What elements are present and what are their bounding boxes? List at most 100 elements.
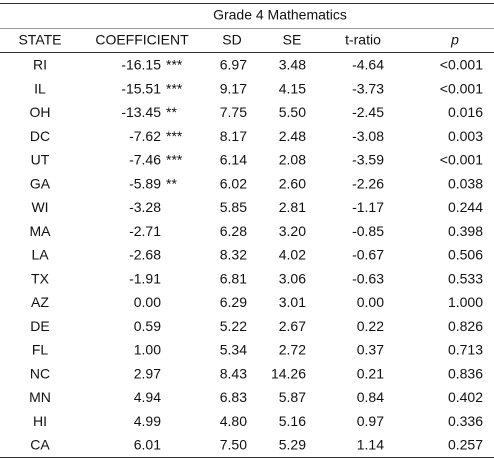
state-cell: NC xyxy=(30,365,50,381)
t-ratio-cell: -3.08 xyxy=(352,128,384,144)
p-value-cell: 0.826 xyxy=(448,318,483,334)
coefficient-cell: 0.59 xyxy=(134,318,161,334)
se-cell: 3.48 xyxy=(279,57,306,73)
coefficient-cell: 0.00 xyxy=(134,294,161,310)
t-ratio-cell: -0.85 xyxy=(352,223,384,239)
se-cell: 14.26 xyxy=(271,365,306,381)
state-cell: IL xyxy=(34,80,46,96)
p-value-cell: 0.336 xyxy=(448,413,483,429)
coefficient-cell: -7.46 xyxy=(129,152,161,168)
p-value-cell: 0.257 xyxy=(448,437,483,453)
t-ratio-cell: -2.45 xyxy=(352,104,384,120)
coefficient-cell: -2.68 xyxy=(129,247,161,263)
p-value-cell: 0.713 xyxy=(448,342,483,358)
p-value-cell: 0.506 xyxy=(448,247,483,263)
sd-cell: 6.29 xyxy=(220,294,247,310)
p-value-cell: 1.000 xyxy=(448,294,483,310)
state-cell: MA xyxy=(30,223,52,239)
coefficient-cell: -16.15 xyxy=(121,57,161,73)
significance-stars: ** xyxy=(166,104,177,120)
p-value-cell: 0.038 xyxy=(448,175,483,191)
state-cell: RI xyxy=(33,57,47,73)
se-cell: 2.67 xyxy=(279,318,306,334)
t-ratio-cell: 0.84 xyxy=(357,389,384,405)
coefficient-cell: 4.94 xyxy=(134,389,161,405)
t-ratio-cell: -3.59 xyxy=(352,152,384,168)
t-ratio-cell: -0.67 xyxy=(352,247,384,263)
state-cell: UT xyxy=(31,152,50,168)
coefficient-cell: 4.99 xyxy=(134,413,161,429)
state-cell: LA xyxy=(31,247,49,263)
coefficient-cell: -7.62 xyxy=(129,128,161,144)
column-header: t-ratio xyxy=(345,32,381,48)
t-ratio-cell: -2.26 xyxy=(352,175,384,191)
se-cell: 2.60 xyxy=(279,175,306,191)
state-cell: DC xyxy=(30,128,50,144)
sd-cell: 6.02 xyxy=(220,175,247,191)
p-value-cell: 0.016 xyxy=(448,104,483,120)
sd-cell: 5.34 xyxy=(220,342,247,358)
se-cell: 3.20 xyxy=(279,223,306,239)
se-cell: 2.08 xyxy=(279,152,306,168)
column-header: COEFFICIENT xyxy=(95,32,189,48)
coefficient-cell: -15.51 xyxy=(121,80,161,96)
p-value-cell: 0.003 xyxy=(448,128,483,144)
column-header: STATE xyxy=(18,32,61,48)
se-cell: 4.15 xyxy=(279,80,306,96)
p-value-cell: 0.836 xyxy=(448,365,483,381)
se-cell: 5.29 xyxy=(279,437,306,453)
coefficient-cell: -3.28 xyxy=(129,199,161,215)
sd-cell: 7.50 xyxy=(220,437,247,453)
table-title: Grade 4 Mathematics xyxy=(213,7,347,23)
p-value-cell: 0.402 xyxy=(448,389,483,405)
p-value-cell: <0.001 xyxy=(440,57,483,73)
state-cell: CA xyxy=(30,437,50,453)
sd-cell: 5.22 xyxy=(220,318,247,334)
column-header: SE xyxy=(283,32,302,48)
t-ratio-cell: 1.14 xyxy=(357,437,384,453)
p-value-cell: <0.001 xyxy=(440,80,483,96)
state-cell: GA xyxy=(30,175,51,191)
coefficient-cell: -5.89 xyxy=(129,175,161,191)
sd-cell: 6.81 xyxy=(220,270,247,286)
sd-cell: 6.14 xyxy=(220,152,247,168)
significance-stars: *** xyxy=(166,80,183,96)
significance-stars: ** xyxy=(166,175,177,191)
t-ratio-cell: 0.22 xyxy=(357,318,384,334)
sd-cell: 8.43 xyxy=(220,365,247,381)
se-cell: 2.81 xyxy=(279,199,306,215)
column-header: p xyxy=(450,32,459,48)
t-ratio-cell: 0.00 xyxy=(357,294,384,310)
coefficient-cell: -1.91 xyxy=(129,270,161,286)
t-ratio-cell: -3.73 xyxy=(352,80,384,96)
se-cell: 4.02 xyxy=(279,247,306,263)
se-cell: 2.48 xyxy=(279,128,306,144)
p-value-cell: 0.244 xyxy=(448,199,483,215)
p-value-cell: <0.001 xyxy=(440,152,483,168)
state-cell: OH xyxy=(30,104,51,120)
coefficient-cell: -2.71 xyxy=(129,223,161,239)
sd-cell: 6.97 xyxy=(220,57,247,73)
state-cell: AZ xyxy=(31,294,49,310)
significance-stars: *** xyxy=(166,152,183,168)
p-value-cell: 0.533 xyxy=(448,270,483,286)
sd-cell: 9.17 xyxy=(220,80,247,96)
t-ratio-cell: 0.37 xyxy=(357,342,384,358)
se-cell: 5.50 xyxy=(279,104,306,120)
sd-cell: 4.80 xyxy=(220,413,247,429)
sd-cell: 8.32 xyxy=(220,247,247,263)
significance-stars: *** xyxy=(166,57,183,73)
sd-cell: 6.28 xyxy=(220,223,247,239)
sd-cell: 5.85 xyxy=(220,199,247,215)
t-ratio-cell: -1.17 xyxy=(352,199,384,215)
t-ratio-cell: -0.63 xyxy=(352,270,384,286)
sd-cell: 7.75 xyxy=(220,104,247,120)
state-cell: HI xyxy=(33,413,47,429)
t-ratio-cell: -4.64 xyxy=(352,57,384,73)
state-cell: WI xyxy=(31,199,48,215)
t-ratio-cell: 0.21 xyxy=(357,365,384,381)
coefficient-cell: 1.00 xyxy=(134,342,161,358)
significance-stars: *** xyxy=(166,128,183,144)
se-cell: 3.01 xyxy=(279,294,306,310)
